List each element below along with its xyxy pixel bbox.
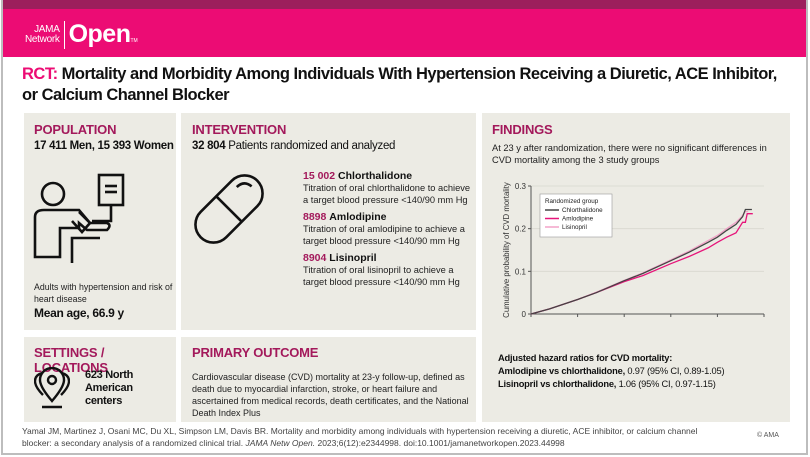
jama-network-open-logo: JAMA Network Open TM — [25, 20, 138, 49]
y-axis-label: Cumulative probability of CVD mortality — [502, 182, 511, 318]
x-tick-label: 10 — [620, 319, 629, 320]
x-tick-label: 0 — [529, 319, 534, 320]
hr-lisinopril: Lisinopril vs chlorthalidone, 1.06 (95% … — [498, 378, 724, 391]
citation: Yamal JM, Martinez J, Osani MC, Du XL, S… — [22, 425, 722, 449]
legend-label: Chlorthalidone — [562, 207, 603, 214]
population-panel: POPULATION 17 411 Men, 15 393 Women Adul… — [24, 113, 176, 330]
x-tick-label: 20 — [713, 319, 722, 320]
intervention-total: 32 804 — [192, 140, 226, 152]
arm-desc: Titration of oral amlodipine to achieve … — [303, 224, 465, 246]
legend-title: Randomized group — [545, 198, 599, 205]
x-tick-label: 15 — [666, 319, 675, 320]
citation-journal: JAMA Netw Open. — [245, 438, 316, 448]
arm-name: Amlodipine — [329, 211, 387, 223]
settings-heading: SETTINGS / LOCATIONS — [34, 345, 108, 375]
copyright: © AMA — [757, 432, 779, 439]
logo-tm: TM — [130, 37, 138, 44]
arm-amlodipine: 8898 Amlodipine Titration of oral amlodip… — [303, 211, 473, 247]
hr-title: Adjusted hazard ratios for CVD mortality… — [498, 353, 673, 363]
legend-box — [539, 193, 613, 238]
outcome-panel: PRIMARY OUTCOME Cardiovascular disease (… — [181, 337, 476, 422]
patient-blood-pressure-icon — [33, 173, 125, 263]
top-bar — [3, 0, 806, 9]
population-heading: POPULATION — [34, 122, 117, 137]
arm-desc: Titration of oral lisinopril to achieve … — [303, 265, 460, 287]
hr-amlodipine: Amlodipine vs chlorthalidone, 0.97 (95% … — [498, 365, 725, 378]
arm-name: Lisinopril — [329, 252, 377, 264]
outcome-text: Cardiovascular disease (CVD) mortality a… — [192, 372, 469, 418]
hr-value: 0.97 (95% CI, 0.89-1.05) — [627, 366, 725, 376]
findings-summary: At 23 y after randomization, there were … — [492, 143, 767, 165]
page-title: RCT: Mortality and Morbidity Among Indiv… — [22, 64, 782, 106]
outcome-heading: PRIMARY OUTCOME — [192, 345, 319, 360]
logo-jama: JAMA — [34, 23, 60, 35]
legend-label: Lisinopril — [562, 224, 587, 231]
findings-panel: FINDINGS At 23 y after randomization, th… — [482, 113, 790, 422]
y-tick-label: 0.2 — [515, 225, 527, 234]
hr-value: 1.06 (95% CI, 0.97-1.15) — [618, 379, 716, 389]
y-tick-label: 0.1 — [515, 267, 527, 276]
arm-chlorthalidone: 15 002 Chlorthalidone Titration of oral c… — [303, 170, 473, 206]
arm-n: 8904 — [303, 252, 327, 264]
logo-open: Open — [68, 20, 131, 48]
x-tick-label: 25 — [760, 319, 769, 320]
legend-label: Amlodipine — [562, 216, 594, 223]
population-mean-age: Mean age, 66.9 y — [34, 306, 124, 320]
header: JAMA Network Open TM — [3, 9, 806, 57]
population-counts: 17 411 Men, 15 393 Women — [34, 140, 174, 152]
hr-label: Amlodipine vs chlorthalidone, — [498, 366, 625, 376]
arm-name: Chlorthalidone — [338, 170, 413, 182]
pill-capsule-icon — [194, 174, 264, 244]
arm-lisinopril: 8904 Lisinopril Titration of oral lisinop… — [303, 252, 473, 288]
findings-heading: FINDINGS — [492, 122, 553, 137]
intervention-total-text: Patients randomized and analyzed — [228, 140, 396, 152]
arm-desc: Titration of oral chlorthalidone to achi… — [303, 183, 471, 205]
settings-panel: SETTINGS / LOCATIONS 623 North American … — [24, 337, 176, 422]
y-tick-label: 0 — [522, 310, 527, 319]
citation-details: 2023;6(12):e2344998. doi:10.1001/jamanet… — [317, 438, 565, 448]
settings-text: 623 North American centers — [85, 369, 134, 407]
hr-label: Lisinopril vs chlorthalidone, — [498, 379, 617, 389]
logo-network: Network — [25, 33, 60, 45]
population-description: Adults with hypertension and risk of hea… — [34, 282, 173, 304]
series-line-chlorthalidone — [530, 208, 752, 315]
title-text: Mortality and Morbidity Among Individual… — [22, 65, 777, 104]
arm-n: 15 002 — [303, 170, 336, 182]
y-tick-label: 0.3 — [515, 182, 527, 191]
intervention-heading: INTERVENTION — [192, 122, 287, 137]
km-chart: 00.10.20.30510152025YearsCumulative prob… — [502, 182, 769, 320]
arm-n: 8898 — [303, 211, 327, 223]
map-pins-icon — [34, 367, 70, 409]
x-tick-label: 5 — [575, 319, 580, 320]
title-tag: RCT: — [22, 65, 58, 83]
intervention-panel: INTERVENTION 32 804 Patients randomized … — [181, 113, 476, 330]
citation-authors: Yamal JM, Martinez J, Osani MC, Du XL, S… — [22, 426, 698, 448]
